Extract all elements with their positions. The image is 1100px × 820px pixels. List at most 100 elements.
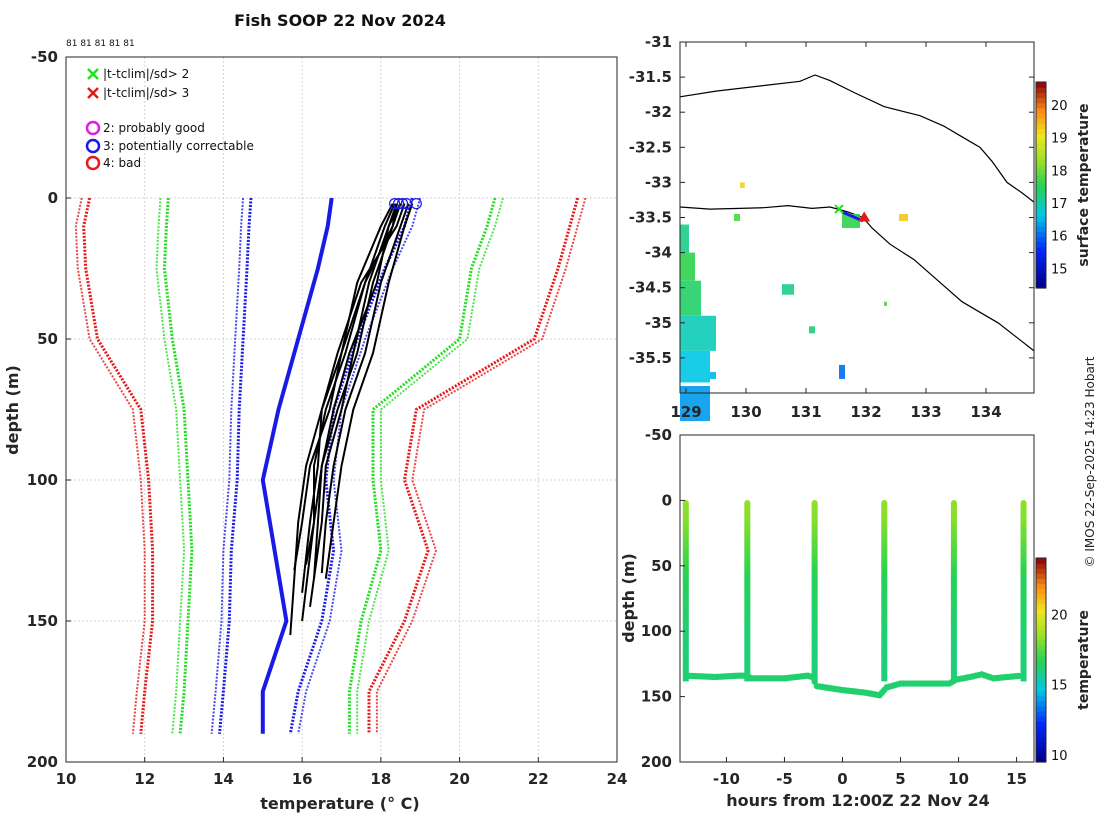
section-cast-0-seg <box>682 518 689 525</box>
section-cast-2-seg <box>811 523 818 530</box>
section-colorbar-segment <box>1036 644 1046 651</box>
section-ytick-label: 50 <box>651 557 672 575</box>
section-cast-5-seg <box>1020 602 1027 609</box>
legend-circle-marker-3 <box>85 138 101 154</box>
section-cast-1-seg <box>744 649 751 656</box>
section-cast-3-seg <box>881 597 888 603</box>
section-xtick-label: 0 <box>837 770 847 788</box>
map-ytick-label: -35.5 <box>629 349 672 367</box>
sst-patch-13 <box>884 301 887 306</box>
section-cast-5-seg <box>1020 513 1027 520</box>
profile-xlabel: temperature (° C) <box>260 794 419 813</box>
legend-label-0: |t-tclim|/sd> 2 <box>103 67 189 81</box>
section-cast-4-seg <box>950 659 957 666</box>
section-colorbar-segment <box>1036 624 1046 630</box>
profile-ytick-label: 100 <box>27 471 58 489</box>
section-cast-5-top <box>1020 500 1027 507</box>
profile-xtick-label: 24 <box>607 770 628 788</box>
section-cast-0-seg <box>682 565 689 572</box>
map-colorbar-segment <box>1036 164 1046 171</box>
map-ytick-label: -33 <box>645 173 672 191</box>
section-colorbar-segment <box>1036 578 1046 585</box>
section-cast-1-seg <box>744 544 751 551</box>
section-colorbar-segment <box>1036 593 1046 600</box>
sst-patch-0 <box>680 224 689 253</box>
section-cast-4-seg <box>950 602 957 609</box>
section-cast-5-seg <box>1020 544 1027 551</box>
section-cast-5-seg <box>1020 565 1027 572</box>
section-cast-1-seg <box>744 612 751 619</box>
section-cast-1-seg <box>744 633 751 640</box>
section-cast-5-seg <box>1020 529 1027 535</box>
map-xtick-label: 129 <box>670 403 701 421</box>
profile-xtick-label: 12 <box>134 770 155 788</box>
section-cast-2-seg <box>811 649 818 656</box>
section-cast-5-seg <box>1020 571 1027 577</box>
climatology-minus2-line-2 <box>155 197 186 734</box>
map-ytick-label: -32 <box>645 103 672 121</box>
profile-frame <box>65 56 618 763</box>
section-cast-2-seg <box>811 555 818 562</box>
section-cast-5-seg <box>1020 591 1027 598</box>
map-colorbar-segment <box>1036 246 1046 253</box>
section-cast-4-seg <box>950 633 957 640</box>
section-cast-4-seg <box>950 597 957 603</box>
section-cast-3-seg <box>881 550 888 556</box>
section-cast-4-seg <box>950 523 957 530</box>
section-cast-1-seg <box>744 550 751 556</box>
section-colorbar-segment <box>1036 711 1046 717</box>
section-cast-2-seg <box>811 670 818 677</box>
map-xtick-label: 132 <box>850 403 881 421</box>
section-colorbar-tick: 10 <box>1051 749 1068 764</box>
map-colorbar-segment <box>1036 236 1046 243</box>
climatology-plus2-line-2 <box>356 197 504 734</box>
section-cast-2-seg <box>811 539 818 546</box>
section-cast-1-seg <box>744 602 751 609</box>
section-cast-0-seg <box>682 560 689 567</box>
map-colorbar-segment <box>1036 267 1046 274</box>
section-colorbar-segment <box>1036 685 1046 692</box>
section-xtick-label: 15 <box>1006 770 1027 788</box>
map-colorbar-tick: 20 <box>1051 99 1068 114</box>
section-cast-2-seg <box>811 544 818 551</box>
map-colorbar-segment <box>1036 195 1046 202</box>
map-colorbar-segment <box>1036 128 1046 135</box>
section-cast-5-seg <box>1020 597 1027 603</box>
climatology-plus1-line-2 <box>297 197 422 734</box>
sst-patch-9 <box>809 326 815 334</box>
section-cast-4-seg <box>950 550 957 556</box>
sst-patch-2 <box>680 280 701 316</box>
section-cast-1-seg <box>744 576 751 582</box>
section-cast-5-seg <box>1020 534 1027 541</box>
section-cast-3-seg <box>881 628 888 635</box>
map-colorbar-tick: 17 <box>1051 197 1068 212</box>
section-cast-0-seg <box>682 597 689 603</box>
section-cast-0-seg <box>682 555 689 562</box>
legend-x-marker-0 <box>87 68 99 80</box>
section-trace-point <box>1015 672 1022 680</box>
map-colorbar-label: surface temperature <box>1076 103 1092 266</box>
map-colorbar-segment <box>1036 87 1046 93</box>
section-cast-1-seg <box>744 560 751 567</box>
section-cast-1-seg <box>744 518 751 525</box>
section-cast-3-seg <box>881 665 888 671</box>
map-panel: 129 130 131 132 133 134 -31 -31.5 -32 -32.5 -33 -33… <box>629 33 1092 422</box>
section-colorbar-segment <box>1036 654 1046 661</box>
section-cast-1-seg <box>744 597 751 603</box>
section-colorbar-segment <box>1036 756 1046 763</box>
section-cast-2-seg <box>811 665 818 671</box>
legend-circle-marker-2 <box>85 120 101 136</box>
section-frame <box>679 434 1035 763</box>
map-colorbar-tick: 15 <box>1051 262 1068 277</box>
map-colorbar-segment <box>1036 241 1046 248</box>
section-cast-2-seg <box>811 612 818 619</box>
section-colorbar-segment <box>1036 700 1046 707</box>
legend-label-2: 2: probably good <box>103 121 205 135</box>
section-cast-3-seg <box>881 565 888 572</box>
map-colorbar-segment <box>1036 97 1046 104</box>
section-cast-1-seg <box>744 581 751 588</box>
profile-top-labels: 81 81 81 81 81 <box>66 39 135 49</box>
section-colorbar-segment <box>1036 680 1046 687</box>
map-colorbar-segment <box>1036 82 1046 88</box>
section-cast-3-seg <box>881 555 888 562</box>
